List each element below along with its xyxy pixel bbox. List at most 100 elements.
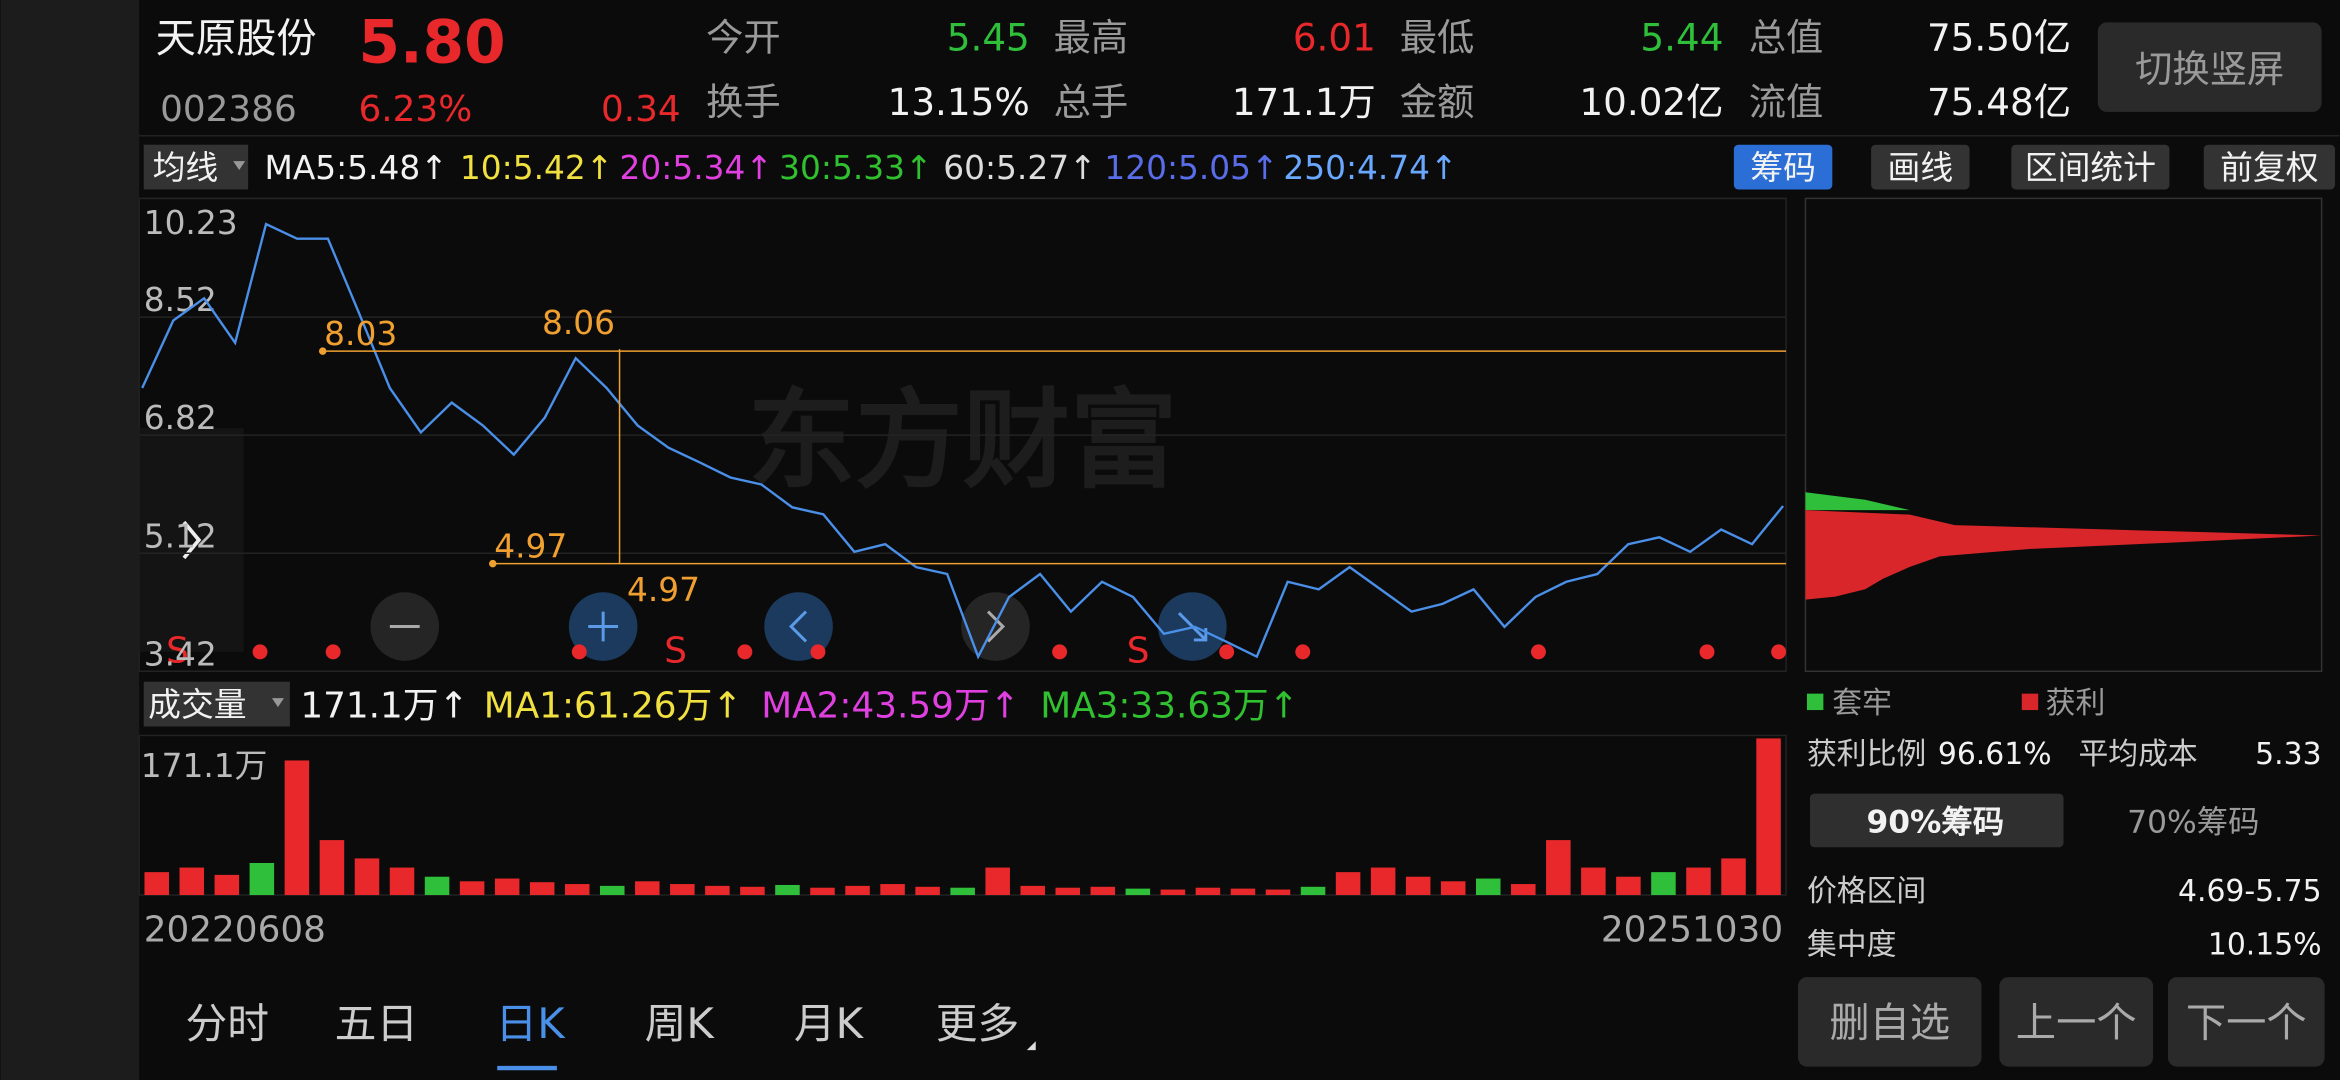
tool-button-label: 前复权 [2220, 149, 2318, 187]
y-tick-label: 5.12 [144, 517, 217, 555]
indicator-dropdown[interactable] [143, 144, 249, 190]
change-pct: 6.23% [359, 89, 473, 130]
expand-arrow[interactable] [182, 520, 202, 560]
tool-button[interactable] [2203, 144, 2336, 190]
volume-bar [144, 872, 170, 896]
volume-bar [845, 885, 870, 896]
volume-dropdown[interactable] [143, 681, 290, 727]
volume-bar [1721, 858, 1746, 896]
y-tick-label: 6.82 [144, 399, 217, 437]
volume-bar [249, 862, 275, 896]
volume-bar [214, 874, 240, 896]
left-strip [0, 0, 140, 1080]
volume-bar [1440, 881, 1466, 896]
volume-bar [670, 884, 695, 896]
stock-name: 天原股份 [156, 16, 317, 62]
action-button[interactable] [1798, 977, 1982, 1067]
volume-bar [1581, 867, 1606, 896]
volume-legend: MA2:43.59万↑ [761, 686, 1019, 727]
legend-swatch [2021, 693, 2039, 711]
chip-label: 平均成本 [2078, 737, 2197, 772]
signal-dots [252, 644, 1787, 660]
volume-bar [494, 878, 520, 896]
volume-bar [1265, 889, 1291, 896]
ma-legend: MA5:5.48↑ [265, 149, 448, 187]
stat-value: 171.1万 [1232, 80, 1376, 124]
ma-legend: 250:4.74↑ [1283, 149, 1457, 187]
volume-bar [705, 885, 730, 896]
volume-bar [915, 886, 940, 896]
tool-button[interactable] [2011, 144, 2170, 190]
volume-bar [459, 881, 485, 896]
chip-tab: 90%筹码 [1866, 804, 2004, 840]
stat-label: 换手 [706, 80, 781, 124]
tool-button[interactable] [1733, 144, 1833, 190]
change: 0.34 [601, 89, 681, 130]
watermark: 东方财富 [748, 378, 1178, 503]
stock-price: 5.80 [359, 9, 506, 78]
stat-value: 75.48亿 [1927, 80, 2071, 124]
volume-bar [1020, 885, 1045, 896]
volume-bar [950, 887, 975, 896]
chip-tab: 70%筹码 [2127, 804, 2259, 840]
volume-bar [1546, 840, 1571, 896]
volume-bar [1230, 888, 1256, 896]
action-button[interactable] [1999, 977, 2154, 1067]
chip-frame [1804, 197, 2323, 673]
y-tick-label: 3.42 [144, 635, 217, 673]
volume-bar [564, 884, 590, 896]
y-tick-label: 10.23 [144, 204, 238, 242]
scroll-right[interactable] [961, 592, 1030, 661]
more-caret [1026, 1041, 1036, 1051]
stat-label: 总手 [1054, 80, 1129, 124]
volume-bar [424, 876, 450, 896]
stat-value: 10.02亿 [1579, 80, 1723, 124]
chip-profit [1805, 510, 2322, 600]
period-tab[interactable]: 分时 [185, 999, 269, 1048]
chip-value: 4.69-5.75 [2178, 874, 2322, 909]
signal: S [1127, 630, 1150, 671]
period-tab[interactable]: 周K [645, 999, 716, 1048]
stat-label: 流值 [1749, 80, 1824, 124]
volume-bar [1511, 884, 1536, 896]
period-tab[interactable]: 更多 [936, 999, 1020, 1048]
volume-bar [1195, 887, 1221, 896]
legend-swatch [1806, 693, 1824, 711]
volume-bar [1055, 887, 1081, 896]
ma-legend: 30:5.33↑ [779, 149, 932, 187]
signal: S [664, 630, 687, 671]
volume-bar [1300, 886, 1326, 896]
chip-tab-active[interactable] [1809, 793, 2064, 848]
chip-value: 10.15% [2208, 928, 2322, 963]
stat-label: 总值 [1749, 16, 1824, 60]
stat-label: 最高 [1054, 16, 1129, 60]
tool-button[interactable] [1871, 144, 1970, 190]
orientation-button[interactable] [2097, 22, 2322, 112]
volume-legend: 171.1万↑ [300, 686, 468, 727]
volume-bar [1616, 876, 1641, 896]
volume-bar [1405, 876, 1431, 896]
tool-button-label: 筹码 [1750, 149, 1816, 187]
stat-value: 13.15% [888, 80, 1030, 124]
measure-top: 8.06 [542, 304, 615, 342]
chip-label: 获利比例 [1807, 737, 1926, 772]
volume-bar [1125, 888, 1151, 896]
volume-bar [985, 867, 1010, 896]
volume-bar [1160, 889, 1186, 896]
period-tab[interactable]: 五日 [335, 999, 419, 1048]
level-anchor [318, 347, 327, 355]
scroll-left[interactable] [764, 592, 833, 661]
level-label: 8.03 [324, 315, 397, 353]
period-tab[interactable]: 月K [794, 999, 865, 1048]
volume-legend: MA3:33.63万↑ [1040, 686, 1298, 727]
period-tab[interactable]: 日K [495, 999, 566, 1048]
ma-legend: 10:5.42↑ [460, 149, 613, 187]
stat-value: 6.01 [1293, 16, 1376, 60]
chip-legend: 套牢 [1832, 686, 1892, 721]
volume-bar [389, 867, 415, 896]
stat-label: 今开 [706, 16, 781, 60]
volume-bar [880, 884, 905, 896]
volume-indicator: 成交量 [148, 686, 246, 724]
action-button[interactable] [2167, 977, 2325, 1067]
